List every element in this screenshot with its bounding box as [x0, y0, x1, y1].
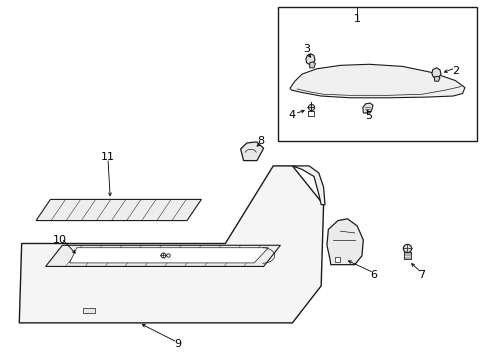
Polygon shape: [305, 54, 314, 65]
Polygon shape: [309, 62, 315, 68]
Polygon shape: [69, 248, 268, 263]
Text: 3: 3: [303, 45, 310, 54]
Polygon shape: [240, 142, 263, 161]
Bar: [278, 7, 476, 141]
Text: 4: 4: [288, 110, 295, 120]
Text: 2: 2: [451, 66, 458, 76]
Polygon shape: [334, 257, 340, 262]
Polygon shape: [433, 76, 439, 81]
Text: 1: 1: [353, 14, 360, 24]
Text: 5: 5: [365, 112, 372, 121]
Polygon shape: [36, 199, 201, 221]
Polygon shape: [83, 308, 94, 313]
Polygon shape: [362, 103, 372, 113]
Text: 7: 7: [417, 270, 425, 280]
Text: 9: 9: [174, 339, 181, 349]
Polygon shape: [403, 252, 410, 259]
Polygon shape: [19, 166, 323, 323]
Text: 10: 10: [53, 235, 67, 245]
Text: 8: 8: [257, 136, 264, 146]
Text: 6: 6: [369, 270, 377, 280]
Polygon shape: [292, 166, 325, 205]
Polygon shape: [431, 68, 440, 78]
Polygon shape: [289, 64, 464, 98]
Polygon shape: [326, 219, 363, 265]
Polygon shape: [45, 245, 280, 266]
Text: 11: 11: [101, 152, 115, 162]
